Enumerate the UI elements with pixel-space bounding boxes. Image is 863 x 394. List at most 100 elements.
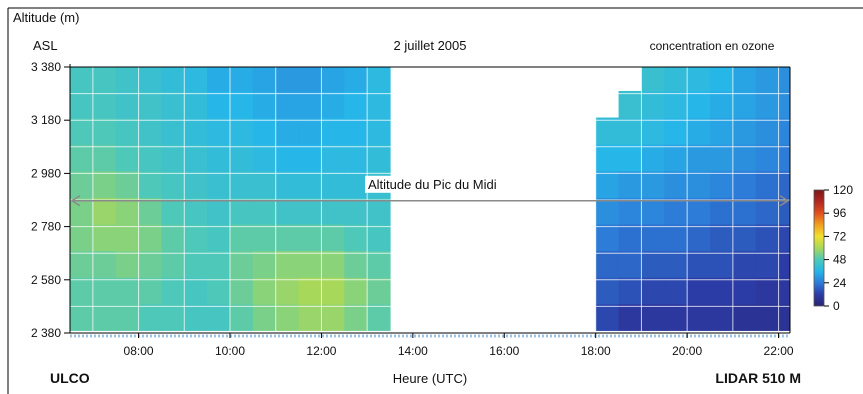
heatmap-cell bbox=[595, 117, 620, 145]
heatmap-cell bbox=[184, 67, 208, 92]
heatmap-cell bbox=[367, 197, 391, 225]
heatmap-cell bbox=[595, 144, 620, 172]
heatmap-cell bbox=[138, 144, 163, 172]
heatmap-cell bbox=[321, 90, 345, 119]
heatmap-cell bbox=[595, 197, 620, 225]
heatmap-cell bbox=[732, 90, 757, 119]
heatmap-cell bbox=[641, 303, 665, 331]
x-tick-label: 20:00 bbox=[672, 344, 702, 358]
x-tick-label: 10:00 bbox=[215, 344, 245, 358]
heatmap-cell bbox=[664, 223, 688, 252]
heatmap-cell bbox=[252, 170, 277, 198]
heatmap-cell bbox=[230, 90, 254, 119]
heatmap-cell bbox=[275, 90, 300, 119]
heatmap-cell bbox=[641, 223, 665, 252]
heatmap-cell bbox=[710, 144, 734, 172]
heatmap-cell bbox=[92, 170, 117, 198]
heatmap-cell bbox=[275, 303, 300, 331]
heatmap-cell bbox=[115, 144, 140, 172]
heatmap-cell bbox=[252, 144, 277, 172]
x-axis-label: Heure (UTC) bbox=[393, 371, 467, 386]
heatmap-cell bbox=[70, 90, 94, 119]
heatmap-cell bbox=[138, 303, 163, 331]
heatmap-cell bbox=[298, 223, 323, 252]
colorbar-tick-label: 72 bbox=[833, 229, 847, 243]
heatmap-cell bbox=[755, 170, 780, 198]
heatmap-cell bbox=[161, 117, 185, 145]
heatmap-cell bbox=[778, 170, 790, 198]
heatmap-cell bbox=[92, 277, 117, 305]
axes: 08:00 10:00 12:00 14:00 16:00 18:00 20:00 22:00… bbox=[31, 60, 794, 358]
right-instrument-label: LIDAR 510 M bbox=[715, 370, 801, 386]
heatmap-cell bbox=[298, 170, 323, 198]
heatmap-cell bbox=[344, 67, 368, 92]
heatmap-cell bbox=[595, 303, 620, 331]
heatmap-cell bbox=[230, 250, 254, 278]
heatmap-cell bbox=[230, 144, 254, 172]
heatmap-cell bbox=[755, 197, 780, 225]
heatmap-cell bbox=[687, 170, 711, 198]
heatmap-cell bbox=[710, 277, 734, 305]
heatmap-cell bbox=[92, 144, 117, 172]
heatmap-cell bbox=[230, 67, 254, 92]
heatmap-cell bbox=[92, 223, 117, 252]
heatmap-cell bbox=[710, 197, 734, 225]
heatmap-cell bbox=[618, 144, 643, 172]
heatmap-cell bbox=[275, 67, 300, 92]
heatmap-cell bbox=[344, 223, 368, 252]
heatmap-cell bbox=[618, 277, 643, 305]
heatmap-cell bbox=[710, 303, 734, 331]
heatmap-cell bbox=[207, 170, 231, 198]
heatmap-cell bbox=[595, 170, 620, 198]
heatmap-cell bbox=[344, 277, 368, 305]
heatmap-cell bbox=[710, 90, 734, 119]
heatmap-cell bbox=[778, 197, 790, 225]
heatmap-cell bbox=[344, 144, 368, 172]
heatmap-cell bbox=[138, 170, 163, 198]
legend-title: concentration en ozone bbox=[650, 39, 775, 53]
heatmap-cell bbox=[115, 223, 140, 252]
heatmap-cell bbox=[184, 223, 208, 252]
heatmap-cell bbox=[92, 90, 117, 119]
heatmap-cell bbox=[732, 67, 757, 92]
heatmap-cell bbox=[230, 117, 254, 145]
heatmap-cell bbox=[92, 250, 117, 278]
heatmap-cell bbox=[687, 90, 711, 119]
heatmap-cell bbox=[252, 223, 277, 252]
heatmap-cell bbox=[755, 250, 780, 278]
y-axis-label-line2: ASL bbox=[33, 38, 58, 53]
heatmap-cell bbox=[321, 67, 345, 92]
heatmap-cell bbox=[755, 277, 780, 305]
heatmap-cell bbox=[664, 90, 688, 119]
plot-area: Altitude du Pic du Midi bbox=[70, 67, 790, 333]
heatmap-cell bbox=[664, 303, 688, 331]
colorbar-tick-label: 24 bbox=[833, 276, 847, 290]
heatmap-cell bbox=[115, 170, 140, 198]
heatmap-cell bbox=[367, 90, 391, 119]
heatmap-cell bbox=[275, 277, 300, 305]
heatmap-cell bbox=[161, 223, 185, 252]
heatmap-cell bbox=[367, 117, 391, 145]
heatmap-cell bbox=[732, 250, 757, 278]
heatmap-cell bbox=[367, 67, 391, 92]
heatmap-cell bbox=[207, 223, 231, 252]
heatmap-cell bbox=[184, 144, 208, 172]
heatmap-cell bbox=[710, 223, 734, 252]
heatmap-cell bbox=[138, 67, 163, 92]
x-tick-label: 16:00 bbox=[489, 344, 519, 358]
x-tick-label: 22:00 bbox=[764, 344, 794, 358]
heatmap-cell bbox=[641, 117, 665, 145]
heatmap-cell bbox=[115, 250, 140, 278]
heatmap-cell bbox=[161, 277, 185, 305]
heatmap-cell bbox=[321, 277, 345, 305]
heatmap-cell bbox=[138, 117, 163, 145]
y-tick-label: 2 580 bbox=[31, 273, 61, 287]
heatmap-cell bbox=[92, 67, 117, 92]
heatmap-cell bbox=[275, 117, 300, 145]
heatmap-cell bbox=[778, 277, 790, 305]
heatmap-cell bbox=[367, 277, 391, 305]
heatmap-cell bbox=[687, 223, 711, 252]
heatmap-cell bbox=[755, 90, 780, 119]
colorbar-tick-label: 96 bbox=[833, 206, 847, 220]
